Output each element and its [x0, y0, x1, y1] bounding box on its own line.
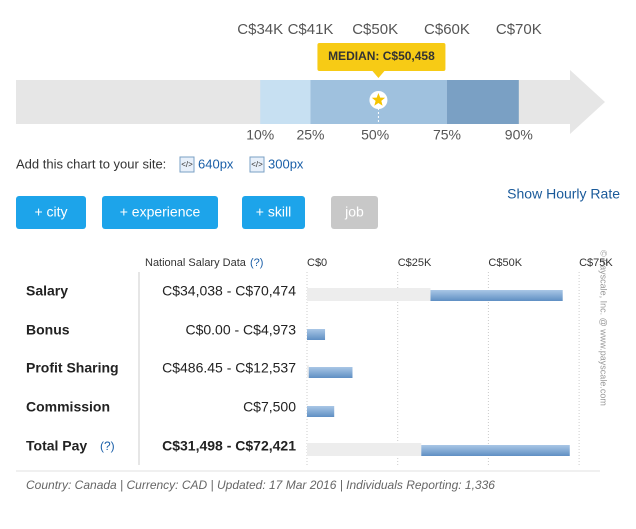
- filter-button[interactable]: [242, 196, 305, 229]
- embed-text: Add this chart to your site:: [16, 156, 166, 171]
- row-label: Total Pay: [26, 438, 87, 454]
- x-tick-label: C$50K: [488, 257, 522, 269]
- svg-text:</>: </>: [181, 160, 193, 169]
- filter-label[interactable]: job: [344, 204, 364, 220]
- percentile-band: [260, 80, 311, 124]
- x-tick-label: C$0: [307, 257, 327, 269]
- percentile-label: 10%: [246, 127, 274, 143]
- percentile-value: C$60K: [424, 21, 470, 38]
- percentile-value: C$41K: [288, 21, 334, 38]
- row-label: Salary: [26, 283, 68, 299]
- percentile-band: [446, 80, 519, 124]
- x-tick-label: C$25K: [398, 257, 432, 269]
- percentile-value: C$34K: [237, 21, 283, 38]
- filter-button[interactable]: [16, 196, 86, 229]
- range-track: [307, 288, 431, 301]
- embed-icon: </>: [249, 156, 265, 173]
- filter-label[interactable]: + experience: [120, 204, 201, 220]
- percentile-label: 50%: [361, 127, 389, 143]
- median-pointer: [372, 71, 385, 78]
- help-link[interactable]: (?): [100, 439, 115, 453]
- row-label: Commission: [26, 399, 110, 415]
- percentile-label: 25%: [296, 127, 324, 143]
- range-track: [307, 365, 309, 378]
- filter-label[interactable]: + skill: [256, 204, 291, 220]
- percentile-value: C$70K: [496, 21, 542, 38]
- row-range: C$0.00 - C$4,973: [185, 322, 296, 338]
- median-star: [371, 93, 386, 106]
- row-range: C$31,498 - C$72,421: [162, 438, 296, 454]
- svg-text:</>: </>: [251, 160, 263, 169]
- range-bar: [430, 290, 563, 301]
- percentile-label: 75%: [433, 127, 461, 143]
- row-range: C$7,500: [243, 399, 296, 415]
- percentile-value: C$50K: [352, 21, 398, 38]
- row-label: Profit Sharing: [26, 360, 119, 376]
- filter-button[interactable]: [102, 196, 218, 229]
- median-label: MEDIAN: C$50,458: [328, 49, 435, 63]
- help-link[interactable]: (?): [250, 257, 263, 269]
- row-label: Bonus: [26, 322, 70, 338]
- range-bar: [307, 406, 335, 417]
- copyright: © Payscale, Inc. @ www.payscale.com: [599, 250, 609, 406]
- median-callout: [317, 43, 446, 71]
- filter-label[interactable]: + city: [34, 204, 67, 220]
- range-bar: [307, 329, 326, 340]
- embed-link[interactable]: 640px: [198, 156, 234, 171]
- footer: Country: Canada | Currency: CAD | Update…: [26, 478, 495, 492]
- percentile-label: 90%: [505, 127, 533, 143]
- x-tick-label: C$75K: [579, 257, 613, 269]
- hourly-link[interactable]: Show Hourly Rate: [507, 186, 620, 202]
- range-track: [307, 443, 422, 456]
- range-bar: [421, 445, 570, 456]
- row-range: C$34,038 - C$70,474: [162, 283, 296, 299]
- range-bar: [308, 367, 353, 378]
- embed-icon: </>: [179, 156, 195, 173]
- row-range: C$486.45 - C$12,537: [162, 360, 296, 376]
- filter-button[interactable]: [331, 196, 378, 229]
- embed-link[interactable]: 300px: [268, 156, 304, 171]
- table-header: National Salary Data: [145, 257, 247, 269]
